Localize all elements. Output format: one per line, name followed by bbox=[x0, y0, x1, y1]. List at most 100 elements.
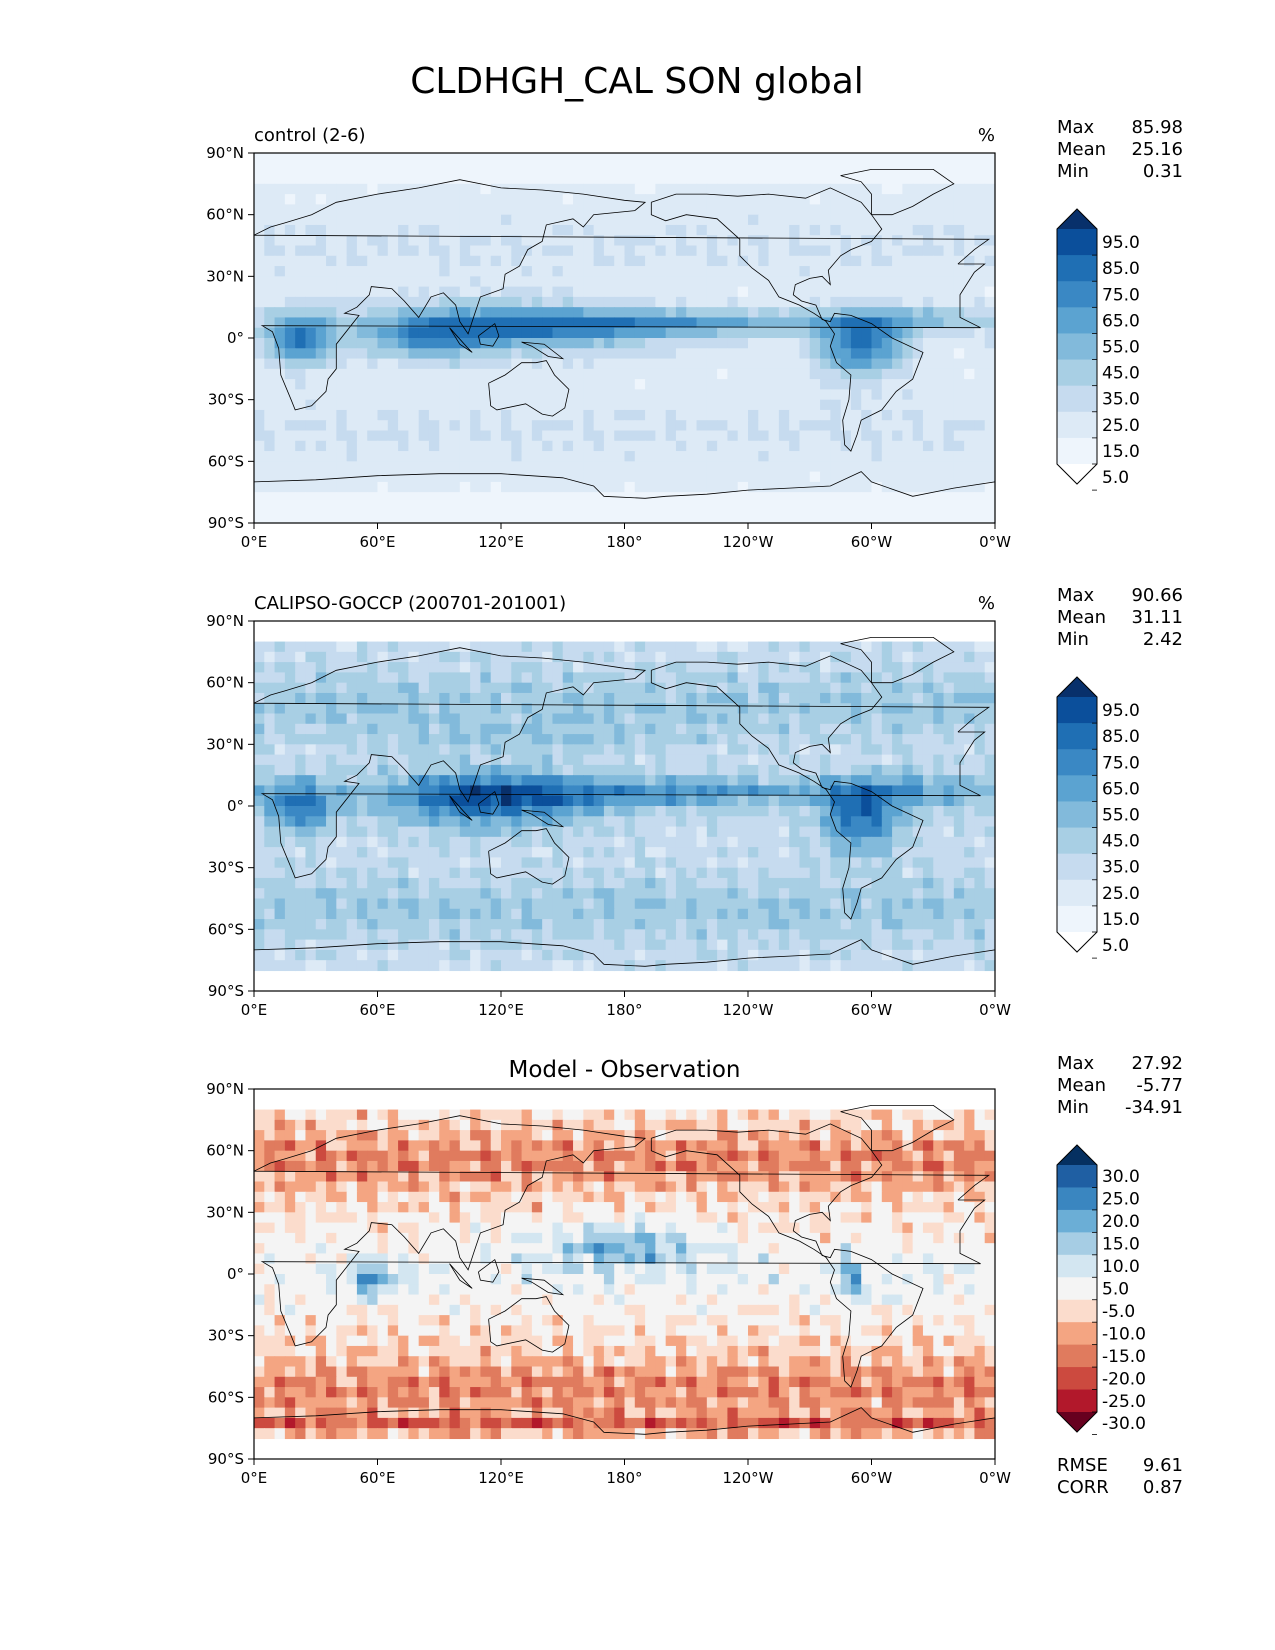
field-cell bbox=[346, 163, 358, 175]
field-cell bbox=[326, 204, 337, 216]
field-cell bbox=[871, 919, 883, 930]
field-cell bbox=[562, 204, 574, 216]
field-cell bbox=[768, 929, 780, 941]
field-cell bbox=[881, 744, 893, 756]
field-cell bbox=[264, 502, 276, 514]
field-cell bbox=[902, 826, 914, 838]
field-cell bbox=[737, 692, 749, 704]
field-cell bbox=[778, 286, 790, 298]
field-cell bbox=[511, 651, 523, 663]
field-cell bbox=[902, 420, 914, 432]
field-cell bbox=[480, 461, 492, 473]
field-cell bbox=[758, 949, 770, 961]
field-cell bbox=[984, 857, 996, 869]
field-cell bbox=[902, 919, 914, 930]
field-cell bbox=[315, 276, 327, 288]
field-cell bbox=[521, 420, 533, 432]
field-cell bbox=[737, 296, 749, 308]
field-cell bbox=[861, 898, 873, 910]
field-cell bbox=[830, 214, 842, 226]
field-cell bbox=[480, 703, 492, 715]
field-cell bbox=[562, 327, 574, 339]
field-cell bbox=[902, 908, 914, 920]
field-cell bbox=[861, 723, 873, 735]
field-cell bbox=[634, 338, 646, 349]
y-tick-label: 30°S bbox=[208, 391, 244, 409]
field-cell bbox=[840, 224, 852, 236]
field-cell bbox=[840, 949, 852, 961]
field-cell bbox=[922, 713, 934, 725]
field-cell bbox=[295, 908, 307, 920]
field-cell bbox=[830, 317, 842, 329]
field-cell bbox=[418, 389, 430, 401]
field-cell bbox=[305, 919, 317, 930]
field-cell bbox=[953, 754, 965, 766]
field-cell bbox=[346, 692, 358, 704]
field-cell bbox=[655, 224, 667, 236]
field-cell bbox=[274, 836, 286, 848]
field-cell bbox=[871, 867, 883, 879]
field-cell bbox=[645, 775, 656, 787]
field-cell bbox=[428, 826, 440, 838]
field-cell bbox=[583, 512, 595, 524]
field-cell bbox=[356, 692, 368, 704]
field-cell bbox=[737, 764, 749, 776]
field-cell bbox=[418, 764, 430, 776]
field-cell bbox=[902, 847, 914, 858]
field-cell bbox=[428, 451, 440, 462]
field-cell bbox=[264, 481, 276, 493]
y-tick-label: 60°N bbox=[206, 206, 244, 224]
field-cell bbox=[459, 276, 471, 288]
field-cell bbox=[768, 245, 780, 257]
field-cell bbox=[614, 857, 626, 869]
field-cell bbox=[428, 512, 440, 524]
field-cell bbox=[315, 379, 327, 390]
field-cell bbox=[346, 877, 358, 889]
field-cell bbox=[346, 816, 358, 828]
field-cell bbox=[367, 317, 379, 329]
field-cell bbox=[912, 785, 924, 797]
field-cell bbox=[398, 662, 409, 673]
field-cell bbox=[387, 430, 399, 442]
field-cell bbox=[336, 245, 348, 257]
field-cell bbox=[645, 173, 656, 185]
field-cell bbox=[428, 358, 440, 370]
field-cell bbox=[315, 245, 327, 257]
field-cell bbox=[295, 651, 307, 663]
field-cell bbox=[892, 816, 903, 828]
field-cell bbox=[428, 723, 440, 735]
field-cell bbox=[408, 317, 420, 329]
field-cell bbox=[809, 502, 821, 514]
field-cell bbox=[480, 214, 492, 226]
field-cell bbox=[305, 960, 317, 972]
field-cell bbox=[717, 379, 729, 390]
field-cell bbox=[593, 775, 605, 787]
field-cell bbox=[799, 327, 811, 339]
field-cell bbox=[418, 348, 430, 360]
field-cell bbox=[552, 682, 564, 694]
field-cell bbox=[675, 512, 687, 524]
field-cell bbox=[531, 960, 543, 972]
field-cell bbox=[542, 744, 554, 756]
field-cell bbox=[295, 276, 307, 288]
field-cell bbox=[305, 888, 317, 900]
field-cell bbox=[521, 888, 533, 900]
field-cell bbox=[470, 512, 482, 524]
field-cell bbox=[727, 481, 739, 493]
field-cell bbox=[480, 785, 492, 797]
field-cell bbox=[356, 317, 368, 329]
field-cell bbox=[665, 672, 677, 684]
field-cell bbox=[449, 358, 461, 370]
field-cell bbox=[449, 847, 461, 858]
field-cell bbox=[470, 245, 482, 257]
field-cell bbox=[696, 214, 708, 226]
field-cell bbox=[562, 877, 574, 889]
field-cell bbox=[964, 451, 976, 462]
field-cell bbox=[511, 409, 523, 421]
field-cell bbox=[675, 173, 687, 185]
field-cell bbox=[377, 358, 389, 370]
field-cell bbox=[305, 245, 317, 257]
field-cell bbox=[583, 754, 595, 766]
field-cell bbox=[686, 276, 698, 288]
field-cell bbox=[634, 492, 646, 504]
